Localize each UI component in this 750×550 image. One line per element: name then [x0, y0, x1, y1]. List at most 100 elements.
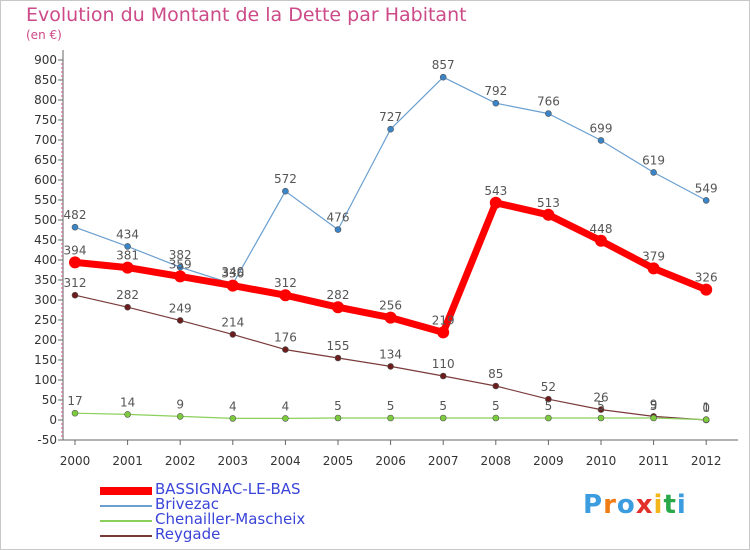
data-label: 219 — [432, 313, 455, 327]
series-point-0 — [384, 311, 397, 324]
series-point-3 — [282, 346, 289, 353]
x-tick-label: 2005 — [323, 454, 354, 468]
axes: -500501001502002503003504004505005506006… — [34, 50, 738, 468]
y-tick-label: 0 — [49, 413, 57, 427]
data-label: 4 — [282, 399, 290, 413]
data-label: 340 — [221, 265, 244, 279]
series-point-2 — [702, 416, 710, 423]
data-label: 394 — [64, 243, 87, 257]
series-point-1 — [650, 169, 657, 176]
logo-letter: i — [676, 490, 687, 520]
x-tick-label: 2010 — [586, 454, 617, 468]
series-point-0 — [69, 256, 81, 269]
series-point-0 — [279, 289, 292, 302]
logo-letter: t — [663, 490, 677, 520]
data-label: 9 — [650, 397, 658, 411]
data-label: 699 — [590, 121, 613, 135]
x-tick-label: 2004 — [270, 454, 301, 468]
series-point-3 — [71, 291, 79, 299]
data-label: 857 — [432, 58, 455, 72]
x-tick-label: 2009 — [533, 454, 564, 468]
data-label: 476 — [327, 211, 350, 225]
data-label: 727 — [379, 110, 402, 124]
series-point-2 — [650, 414, 657, 422]
y-tick-label: 100 — [34, 373, 57, 387]
series-point-0 — [437, 326, 450, 339]
data-label: 434 — [116, 227, 139, 241]
y-tick-label: -50 — [37, 433, 57, 447]
data-labels: 394 381 359 336 312 282 256 219 543 513 448 379 326 4… — [64, 58, 718, 415]
x-tick-label: 2000 — [60, 454, 91, 468]
data-label: 312 — [64, 276, 87, 290]
x-tick-label: 2006 — [375, 454, 406, 468]
data-label: 336 — [221, 267, 244, 281]
data-label: 382 — [169, 248, 192, 262]
series-point-2 — [492, 414, 500, 422]
proxiti-logo: Proxiti — [583, 490, 687, 520]
data-label: 110 — [432, 357, 455, 371]
series-point-2 — [229, 415, 237, 422]
y-tick-label: 300 — [34, 293, 57, 307]
data-label: 5 — [545, 399, 553, 413]
chart-title: Evolution du Montant de la Dette par Hab… — [26, 4, 467, 26]
x-tick-label: 2007 — [428, 454, 459, 468]
data-label: 766 — [537, 95, 560, 109]
series-point-1 — [439, 73, 447, 81]
series-point-1 — [176, 263, 184, 271]
series-point-0 — [542, 208, 555, 221]
series-point-3 — [597, 406, 605, 413]
series-point-2 — [334, 414, 342, 422]
series-layer — [69, 73, 713, 424]
data-label: 5 — [439, 399, 447, 413]
series-point-3 — [334, 354, 342, 362]
data-label: 543 — [484, 184, 507, 198]
data-label: 5 — [650, 399, 658, 413]
series-point-0 — [647, 262, 660, 275]
data-label: 792 — [484, 84, 507, 98]
data-label: 85 — [488, 367, 503, 381]
data-label: 312 — [274, 276, 297, 290]
series-point-2 — [387, 414, 394, 422]
y-tick-label: 600 — [34, 173, 57, 187]
legend-label: Brivezac — [155, 495, 220, 513]
data-label: 359 — [169, 257, 192, 271]
data-label: 482 — [64, 208, 87, 222]
series-point-1 — [545, 110, 552, 117]
logo-letter: i — [653, 490, 664, 520]
logo-letter: P — [583, 490, 604, 520]
series-point-0 — [226, 279, 239, 292]
legend-label: BASSIGNAC-LE-BAS — [155, 480, 301, 498]
series-point-1 — [334, 226, 342, 233]
x-tick-label: 2002 — [165, 454, 196, 468]
y-tick-label: 550 — [34, 193, 57, 207]
data-label: 214 — [221, 315, 244, 329]
x-tick-label: 2011 — [638, 454, 669, 468]
series-point-0 — [174, 270, 187, 283]
series-point-1 — [124, 243, 131, 250]
y-tick-label: 650 — [34, 153, 57, 167]
logo-letter: r — [603, 490, 617, 520]
y-tick-label: 350 — [34, 273, 57, 287]
series-point-1 — [492, 99, 500, 107]
y-tick-label: 700 — [34, 133, 57, 147]
x-tick-label: 2003 — [218, 454, 249, 468]
data-label: 5 — [597, 399, 605, 413]
series-point-1 — [71, 223, 79, 231]
y-tick-label: 450 — [34, 233, 57, 247]
series-point-3 — [387, 363, 394, 370]
series-point-0 — [332, 301, 344, 314]
series-point-2 — [124, 411, 131, 418]
data-label: 379 — [642, 249, 665, 263]
y-tick-label: 50 — [42, 393, 57, 407]
series-point-1 — [387, 125, 394, 133]
data-label: 9 — [176, 397, 184, 411]
data-label: 282 — [116, 288, 139, 302]
series-point-0 — [595, 234, 607, 247]
y-tick-label: 250 — [34, 313, 57, 327]
y-tick-label: 400 — [34, 253, 57, 267]
series-point-0 — [489, 196, 502, 209]
series-point-3 — [492, 382, 500, 390]
y-tick-label: 500 — [34, 213, 57, 227]
